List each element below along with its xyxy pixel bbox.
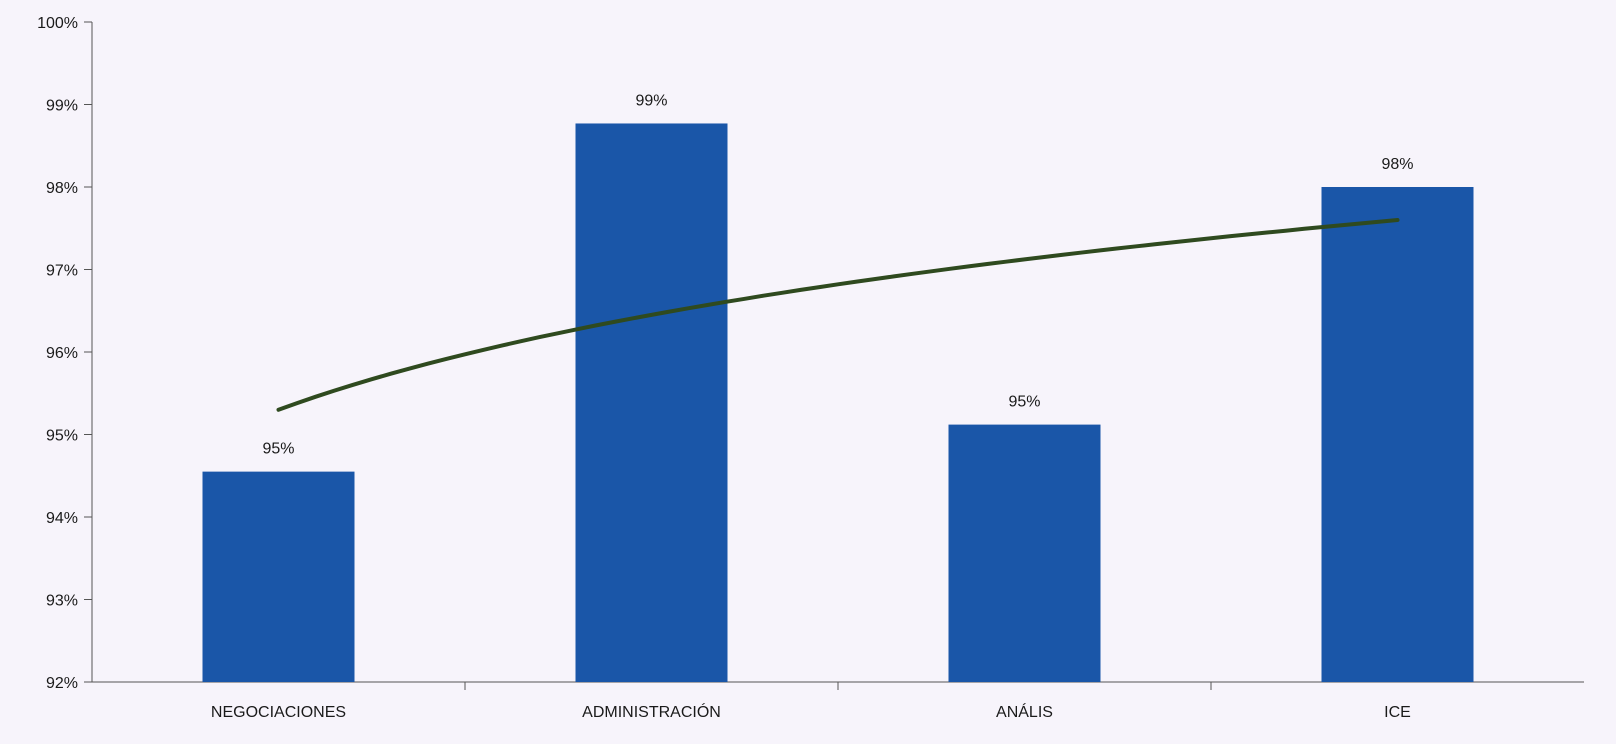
data-label: 98% [1381,156,1413,173]
y-tick-label: 96% [46,345,78,362]
y-tick-label: 97% [46,263,78,280]
category-label: ANÁLIS [996,702,1053,721]
bar [948,424,1101,682]
data-label: 95% [1008,394,1040,411]
y-tick-label: 93% [46,593,78,610]
y-tick-label: 100% [37,15,78,32]
y-tick-label: 94% [46,510,78,527]
category-label: ICE [1384,704,1411,721]
trend-line [276,218,1400,412]
y-tick-label: 99% [46,98,78,115]
data-label: 95% [262,441,294,458]
bar [1321,187,1474,682]
category-label: NEGOCIACIONES [211,704,346,721]
y-tick-label: 95% [46,428,78,445]
data-label: 99% [635,92,667,109]
y-tick-label: 98% [46,180,78,197]
category-label: ADMINISTRACIÓN [582,702,721,721]
bar [575,123,728,683]
bar [202,471,355,682]
y-tick-label: 92% [46,675,78,692]
